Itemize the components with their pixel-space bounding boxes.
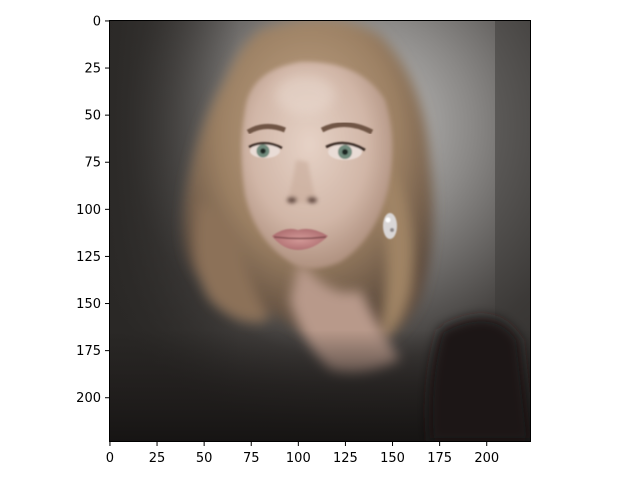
x-tick-label: 200 — [474, 451, 499, 466]
x-tick-label: 125 — [333, 451, 358, 466]
x-tick-label: 75 — [243, 451, 260, 466]
y-tick-label: 200 — [76, 391, 101, 406]
y-tick-label: 75 — [84, 156, 101, 171]
x-tick-label: 25 — [149, 451, 166, 466]
y-tick-label: 50 — [84, 109, 101, 124]
portrait-image — [109, 20, 531, 442]
x-axis: 0 25 50 75 100 125 150 175 200 — [106, 442, 499, 466]
x-tick-label: 175 — [427, 451, 452, 466]
x-tick-label: 150 — [380, 451, 405, 466]
x-tick-label: 50 — [196, 451, 213, 466]
x-tick-label: 100 — [286, 451, 311, 466]
y-tick-label: 100 — [76, 203, 101, 218]
y-tick-label: 175 — [76, 344, 101, 359]
x-tick-label: 0 — [106, 451, 114, 466]
y-tick-label: 0 — [93, 14, 101, 29]
axes-frame — [109, 20, 531, 442]
y-tick-label: 25 — [84, 62, 101, 77]
y-axis: 0 25 50 75 100 125 150 175 200 — [76, 14, 109, 406]
y-tick-label: 150 — [76, 297, 101, 312]
y-tick-label: 125 — [76, 250, 101, 265]
